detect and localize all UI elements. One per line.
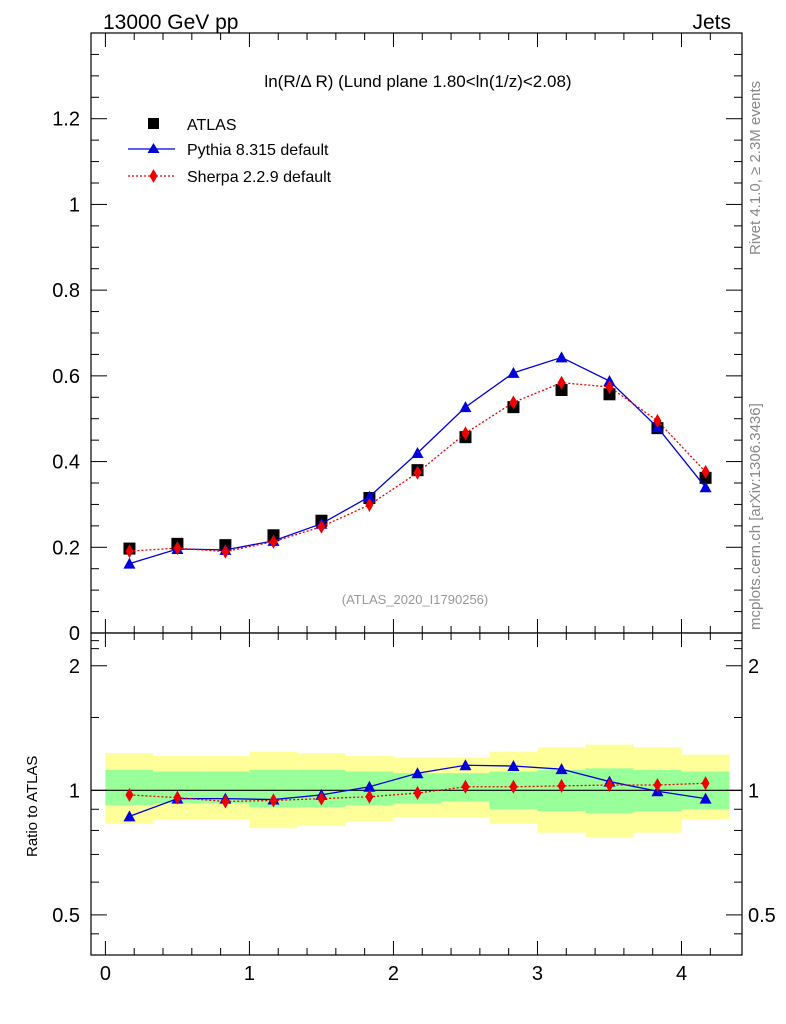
data-point xyxy=(653,413,662,428)
x-tick-label: 3 xyxy=(532,963,543,985)
data-point xyxy=(363,490,376,502)
ratio-plot-panel: 0.5 0.5 1 1 2 2 Ratio to ATLAS xyxy=(24,632,776,956)
legend-atlas-label: ATLAS xyxy=(187,117,237,134)
legend-pythia-marker xyxy=(147,143,160,153)
analysis-watermark: (ATLAS_2020_I1790256) xyxy=(342,592,488,607)
x-tick-label: 0 xyxy=(100,963,111,985)
x-tick-label: 2 xyxy=(388,963,399,985)
ratio-series-sherpa-2-2-9-default xyxy=(125,776,710,809)
data-point xyxy=(555,351,568,363)
ratio-data-point xyxy=(555,763,568,775)
data-point xyxy=(461,426,470,441)
data-point xyxy=(317,519,326,534)
data-point xyxy=(557,375,566,390)
ratio-data-point xyxy=(221,794,230,809)
data-point xyxy=(509,395,518,410)
mcplots-label: mcplots.cern.ch [arXiv:1306.3436] xyxy=(747,403,764,630)
y-tick-label: 1 xyxy=(69,194,80,216)
ratio-data-point xyxy=(173,790,182,805)
ratio-plot-frame xyxy=(90,632,743,956)
ratio-data-point xyxy=(317,791,326,806)
ratio-data-point xyxy=(507,759,520,771)
ratio-data-point xyxy=(365,789,374,804)
data-point xyxy=(699,481,712,493)
y-tick-label: 0.8 xyxy=(52,280,80,302)
x-tick-label: 4 xyxy=(676,963,687,985)
energy-label: 13000 GeV pp xyxy=(103,11,238,34)
y-tick-label: 0.6 xyxy=(52,366,80,388)
process-label: Jets xyxy=(692,11,731,34)
ratio-data-point xyxy=(509,779,518,794)
legend-sherpa-marker xyxy=(149,169,158,183)
y-tick-label: 0 xyxy=(69,623,80,645)
ratio-data-point xyxy=(653,778,662,793)
data-point xyxy=(269,534,278,549)
data-point xyxy=(603,388,616,401)
data-point xyxy=(221,544,230,559)
ratio-data-point xyxy=(269,793,278,808)
ratio-y-axis-label: Ratio to ATLAS xyxy=(24,756,41,857)
ratio-data-point xyxy=(699,792,712,804)
data-point xyxy=(173,541,182,556)
legend: ATLAS Pythia 8.315 default Sherpa 2.2.9 … xyxy=(128,117,332,186)
ratio-data-point xyxy=(701,776,710,791)
ratio-y-tick-label-right: 0.5 xyxy=(748,905,776,927)
ratio-y-tick-label-left: 1 xyxy=(69,780,80,802)
data-point xyxy=(413,465,422,480)
ratio-data-point xyxy=(557,778,566,793)
ratio-data-point xyxy=(413,786,422,801)
data-point xyxy=(507,366,520,378)
data-point xyxy=(125,544,134,559)
x-tick-label: 1 xyxy=(244,963,255,985)
data-point xyxy=(605,380,614,394)
ratio-data-point xyxy=(461,779,470,794)
ratio-y-tick-label-left: 0.5 xyxy=(52,905,80,927)
legend-sherpa-label: Sherpa 2.2.9 default xyxy=(187,169,332,186)
data-point xyxy=(411,447,424,458)
data-point xyxy=(365,497,374,512)
y-tick-label: 1.2 xyxy=(52,109,80,131)
data-point xyxy=(459,401,472,413)
data-point xyxy=(701,464,710,479)
ratio-data-point xyxy=(363,780,376,792)
y-tick-label: 0.4 xyxy=(52,452,80,474)
ratio-data-point xyxy=(411,767,424,779)
legend-atlas-marker xyxy=(148,118,159,129)
plot-title: ln(R/Δ R) (Lund plane 1.80<ln(1/z)<2.08) xyxy=(264,72,571,91)
ratio-y-tick-label-left: 2 xyxy=(69,656,80,678)
ratio-data-point xyxy=(123,810,136,822)
main-plot-panel: 0 1 2 3 4 0 0.2 0.4 0.6 0.8 1 1.2 ln(R/Δ R) (Lund p… xyxy=(52,32,743,985)
series-sherpa-2-2-9-default xyxy=(125,375,710,559)
ratio-data-point xyxy=(605,778,614,793)
rivet-label: Rivet 4.1.0, ≥ 2.3M events xyxy=(747,81,764,255)
ratio-y-tick-label-right: 1 xyxy=(748,780,759,802)
ratio-data-point xyxy=(125,787,134,802)
data-point xyxy=(123,557,136,569)
series-pythia-8-315-default xyxy=(123,351,712,569)
ratio-y-tick-label-right: 2 xyxy=(748,656,759,678)
ratio-data-point xyxy=(459,759,472,771)
y-tick-label: 0.2 xyxy=(52,537,80,559)
series-line xyxy=(129,356,707,565)
legend-pythia-label: Pythia 8.315 default xyxy=(187,142,329,159)
data-point xyxy=(555,384,568,396)
